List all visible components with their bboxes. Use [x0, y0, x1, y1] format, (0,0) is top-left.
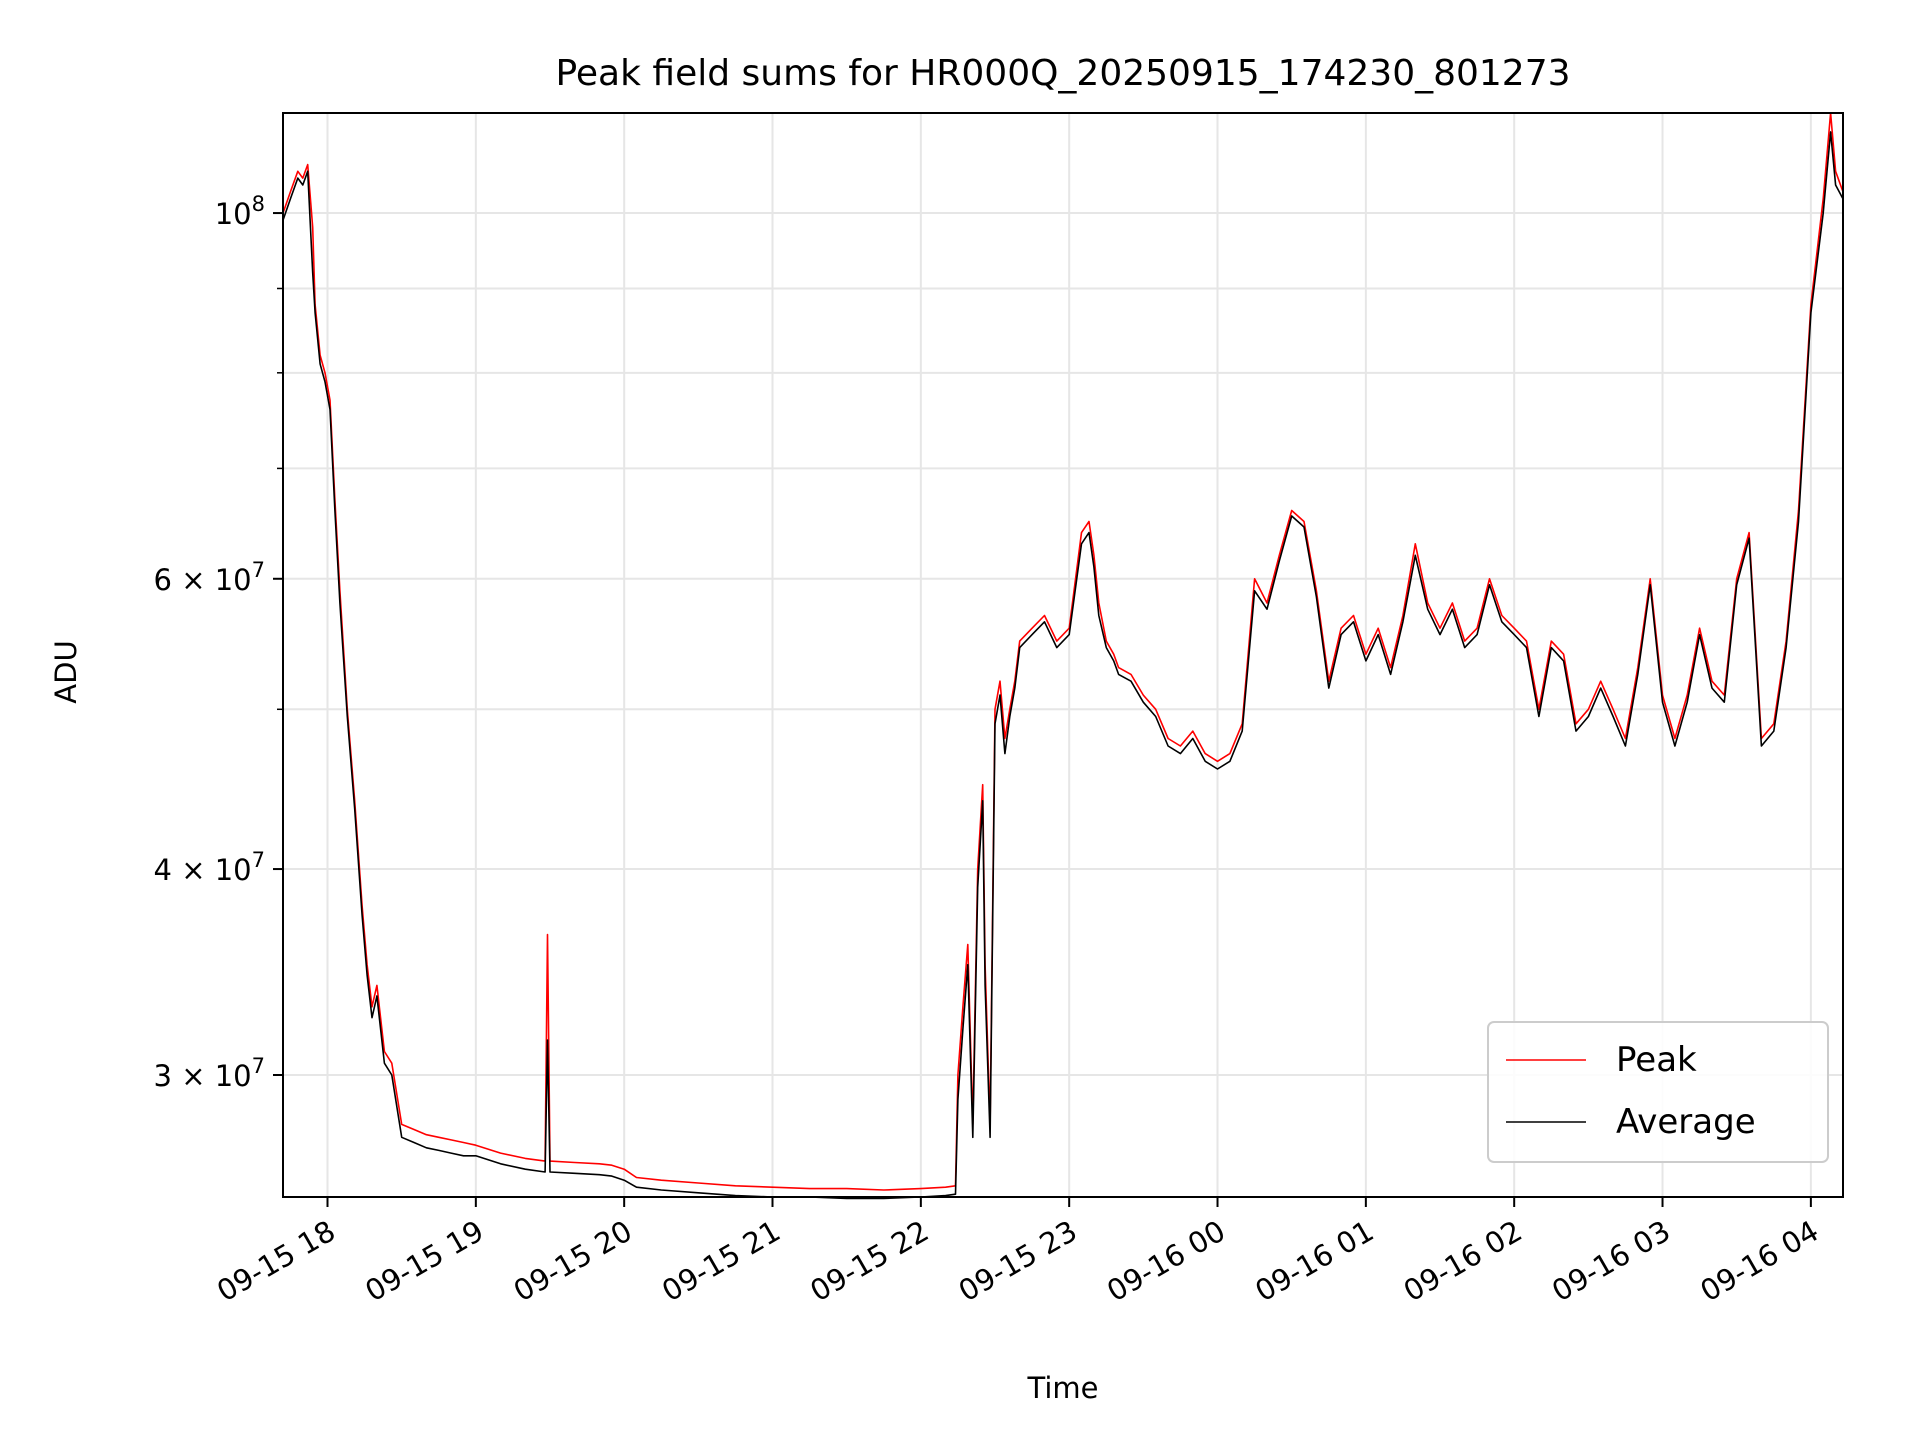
- y-tick-mantissa: 6 ×: [154, 563, 215, 597]
- y-tick-base: 10: [215, 1059, 252, 1093]
- y-tick-label: 4 × 107: [154, 848, 265, 887]
- grid-layer: [283, 113, 1843, 1197]
- legend-label-average: Average: [1616, 1102, 1756, 1142]
- y-tick-base: 10: [215, 563, 252, 597]
- series-line-peak: [282, 112, 1844, 1191]
- legend-label-peak: Peak: [1616, 1040, 1697, 1080]
- y-tick-exponent: 7: [252, 558, 265, 582]
- series-line-average: [282, 131, 1844, 1200]
- legend: Peak Average: [1487, 1021, 1829, 1163]
- y-tick-label: 108: [215, 192, 265, 231]
- y-tick-exponent: 7: [252, 1054, 265, 1078]
- y-tick-base: 10: [215, 853, 252, 887]
- series-layer: [282, 112, 1844, 1200]
- legend-box: [1487, 1021, 1829, 1163]
- y-tick-label: 6 × 107: [154, 558, 265, 597]
- chart-title: Peak field sums for HR000Q_20250915_1742…: [555, 53, 1570, 94]
- y-tick-label: 3 × 107: [154, 1054, 265, 1093]
- x-axis-label: Time: [1027, 1371, 1099, 1405]
- y-tick-exponent: 8: [252, 192, 265, 216]
- y-tick-mantissa: 3 ×: [154, 1059, 215, 1093]
- plot-frame: [282, 112, 1844, 1198]
- y-axis-label: ADU: [49, 640, 83, 703]
- y-tick-mantissa: 4 ×: [154, 853, 215, 887]
- y-tick-exponent: 7: [252, 848, 265, 872]
- y-tick-base: 10: [215, 197, 252, 231]
